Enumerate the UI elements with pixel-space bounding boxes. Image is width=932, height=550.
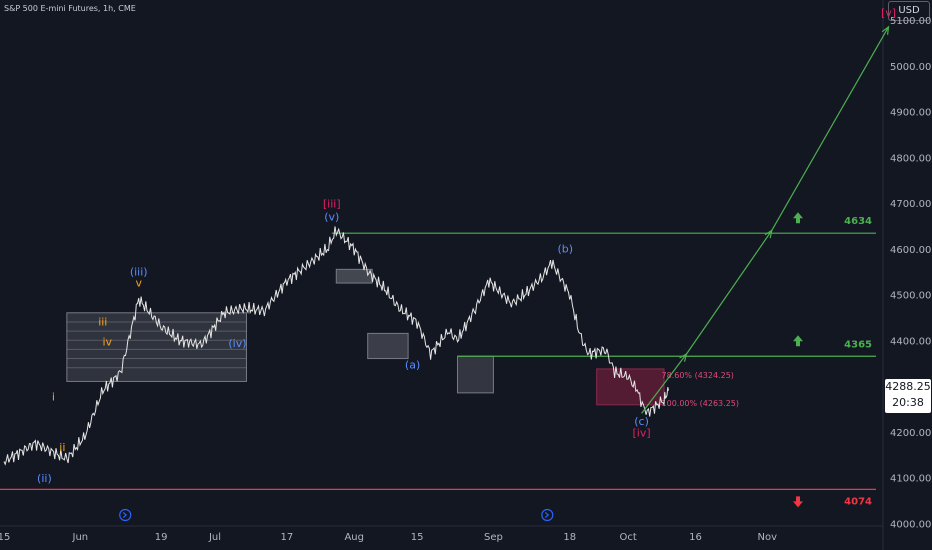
level-label-4074: 4074 bbox=[844, 496, 872, 507]
level-label-4365: 4365 bbox=[844, 339, 872, 350]
y-tick-label: 5100.00 bbox=[890, 16, 931, 27]
fib-label: 78.60% (4324.25) bbox=[662, 371, 734, 380]
x-tick-label: Oct bbox=[619, 532, 636, 543]
y-tick-label: 4700.00 bbox=[890, 199, 931, 210]
price-series-line[interactable] bbox=[3, 226, 669, 466]
wave-label: [iii] bbox=[323, 198, 341, 211]
wave-label: ii bbox=[59, 441, 65, 454]
wave-label: [v] bbox=[881, 6, 896, 19]
y-tick-label: 4800.00 bbox=[890, 153, 931, 164]
y-tick-label: 4900.00 bbox=[890, 108, 931, 119]
level-label-4634: 4634 bbox=[844, 216, 872, 227]
y-tick-label: 4600.00 bbox=[890, 245, 931, 256]
replay-marker-chevron-icon bbox=[122, 512, 128, 518]
x-tick-label: 16 bbox=[689, 532, 702, 543]
x-tick-label: Aug bbox=[344, 532, 364, 543]
replay-marker-chevron-icon bbox=[544, 512, 550, 518]
arrow-up-icon bbox=[793, 212, 803, 224]
wave-label: iii bbox=[98, 316, 107, 329]
arrow-down-icon bbox=[793, 496, 803, 508]
x-tick-label: 17 bbox=[281, 532, 294, 543]
y-tick-label: 5000.00 bbox=[890, 62, 931, 73]
wave-label: (a) bbox=[405, 359, 420, 372]
last-price: 4288.25 bbox=[885, 380, 931, 393]
wave-label: (iv) bbox=[228, 337, 246, 350]
x-tick-label: 15 bbox=[411, 532, 424, 543]
projection-arrowhead-icon bbox=[679, 352, 688, 362]
wave-label: i bbox=[52, 391, 55, 404]
y-tick-label: 4100.00 bbox=[890, 474, 931, 485]
last-price-badge: 4288.25 20:38 bbox=[885, 379, 931, 413]
fib-target-zone bbox=[596, 368, 665, 406]
support-box-c bbox=[335, 268, 373, 284]
wave-label: (iii) bbox=[130, 265, 148, 278]
bar-countdown: 20:38 bbox=[892, 396, 924, 409]
wave-label: v bbox=[135, 276, 142, 289]
x-tick-label: 18 bbox=[563, 532, 576, 543]
replay-marker-icon[interactable] bbox=[541, 508, 554, 522]
wave-label: (v) bbox=[324, 210, 339, 223]
x-tick-label: Nov bbox=[758, 532, 778, 543]
wave-label: (b) bbox=[557, 242, 573, 255]
y-tick-label: 4200.00 bbox=[890, 428, 931, 439]
x-tick-label: 19 bbox=[155, 532, 168, 543]
y-tick-label: 4400.00 bbox=[890, 336, 931, 347]
wave-label: iv bbox=[102, 336, 112, 349]
y-tick-label: 4500.00 bbox=[890, 291, 931, 302]
replay-marker-icon[interactable] bbox=[119, 508, 132, 522]
arrow-up-icon bbox=[793, 335, 803, 347]
currency-label[interactable]: USD bbox=[888, 1, 930, 21]
fib-label: 100.00% (4263.25) bbox=[662, 399, 739, 408]
wave-label: (c) bbox=[634, 415, 649, 428]
support-box-a bbox=[367, 332, 409, 360]
x-tick-label: Jun bbox=[72, 532, 89, 543]
projection-arrowhead-icon bbox=[881, 25, 890, 35]
x-tick-label: 15 bbox=[0, 532, 10, 543]
support-box-b bbox=[456, 355, 494, 394]
x-tick-label: Sep bbox=[484, 532, 503, 543]
wave-label: (ii) bbox=[37, 472, 52, 485]
projection-arrowhead-icon bbox=[764, 229, 773, 239]
y-tick-label: 4000.00 bbox=[890, 519, 931, 530]
projection-path bbox=[641, 26, 890, 414]
chart-title: S&P 500 E-mini Futures, 1h, CME bbox=[4, 4, 136, 13]
x-tick-label: Jul bbox=[208, 532, 221, 543]
wave-label: [iv] bbox=[633, 426, 651, 439]
